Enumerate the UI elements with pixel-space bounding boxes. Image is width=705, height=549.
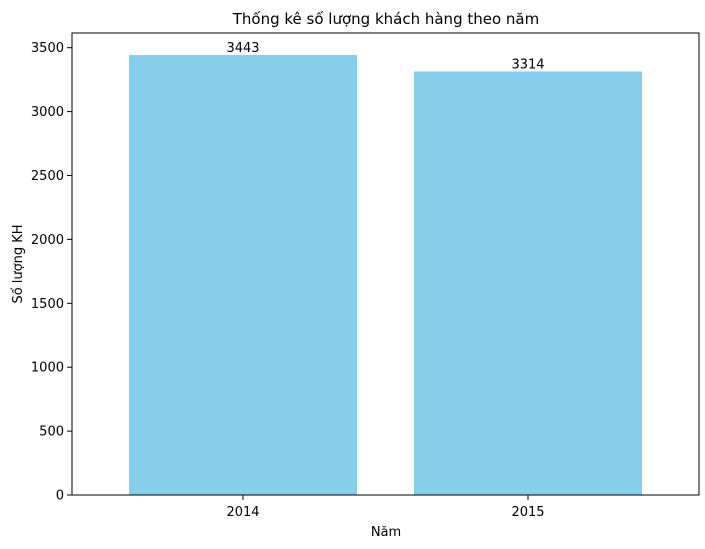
y-tick-label-1000: 1000 (31, 361, 64, 376)
x-axis: 2014 2015 (226, 495, 545, 520)
bar-2015 (414, 71, 642, 495)
x-tick-label-2015: 2015 (511, 505, 544, 520)
y-tick-label-1500: 1500 (31, 297, 64, 312)
plot-frame (71, 32, 700, 496)
y-tick-label-2000: 2000 (31, 233, 64, 248)
chart-title: Thống kê số lượng khách hàng theo năm (232, 10, 539, 28)
bar-2014 (129, 54, 357, 495)
data-label-2015: 3314 (511, 57, 544, 72)
y-tick-label-2500: 2500 (31, 169, 64, 184)
x-tick-label-2014: 2014 (226, 505, 259, 520)
x-axis-label: Năm (371, 525, 401, 540)
bars-layer (129, 54, 642, 495)
y-tick-label-3500: 3500 (31, 41, 64, 56)
y-tick-label-0: 0 (56, 489, 64, 504)
data-labels-layer: 3443 3314 (226, 41, 544, 72)
y-axis-label: Số lượng KH (11, 224, 26, 303)
y-tick-label-500: 500 (39, 425, 64, 440)
y-tick-label-3000: 3000 (31, 105, 64, 120)
data-label-2014: 3443 (226, 41, 259, 56)
y-axis: 0 500 1000 1500 2000 2500 3000 3500 (31, 41, 72, 504)
